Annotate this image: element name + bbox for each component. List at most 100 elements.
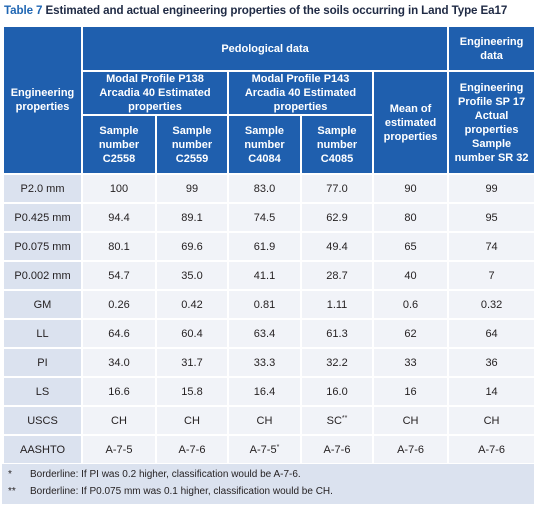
cell: A-7-5* [227,434,302,465]
footnote-text: Borderline: If PI was 0.2 higher, classi… [30,469,301,480]
cell: 16 [371,376,450,407]
header-sample-c4084: Sample number C4084 [227,114,302,175]
header-pedological-data: Pedological data [80,25,450,72]
cell: 41.1 [227,260,302,291]
row-label: P0.425 mm [2,202,83,233]
cell: 7 [447,260,536,291]
cell: 64 [447,318,536,349]
cell: A-7-6 [371,434,450,465]
cell: 95 [447,202,536,233]
cell: 62 [371,318,450,349]
cell: 34.0 [81,347,157,378]
header-profile-sp17: Engineering Profile SP 17 Actual propert… [447,70,536,175]
cell: 90 [371,173,450,204]
cell: 0.42 [155,289,229,320]
footnote-marker: * [276,443,280,451]
cell: 49.4 [300,231,374,262]
cell: 14 [447,376,536,407]
cell: 61.3 [300,318,374,349]
table-row: LS 16.6 15.8 16.4 16.0 16 14 [2,376,536,407]
table-row: P0.075 mm 80.1 69.6 61.9 49.4 65 74 [2,231,536,262]
footnote-mark: ** [8,486,16,497]
header-engineering-data: Engineering data [447,25,536,72]
cell: 65 [371,231,450,262]
row-label: GM [2,289,83,320]
row-label: USCS [2,405,83,436]
row-label: P0.002 mm [2,260,83,291]
footnote: ** Borderline: If P0.075 mm was 0.1 highe… [8,486,333,497]
table-row: GM 0.26 0.42 0.81 1.11 0.6 0.32 [2,289,536,320]
cell: 16.0 [300,376,374,407]
cell: 89.1 [155,202,229,233]
cell: 0.81 [227,289,302,320]
cell: 33.3 [227,347,302,378]
row-label: AASHTO [2,434,83,465]
row-label: PI [2,347,83,378]
cell: 31.7 [155,347,229,378]
cell: 36 [447,347,536,378]
table-row: AASHTO A-7-5 A-7-6 A-7-5* A-7-6 A-7-6 A-… [2,434,536,465]
cell: CH [371,405,450,436]
table-title: Estimated and actual engineering propert… [45,4,508,17]
row-label: LS [2,376,83,407]
cell: 0.26 [81,289,157,320]
cell: 15.8 [155,376,229,407]
cell: 0.32 [447,289,536,320]
cell: 16.4 [227,376,302,407]
cell: CH [227,405,302,436]
cell: 54.7 [81,260,157,291]
cell: 83.0 [227,173,302,204]
table-row: PI 34.0 31.7 33.3 32.2 33 36 [2,347,536,378]
cell: 28.7 [300,260,374,291]
cell: 99 [447,173,536,204]
cell: CH [155,405,229,436]
cell: 80.1 [81,231,157,262]
cell: 94.4 [81,202,157,233]
cell: 33 [371,347,450,378]
table-row: USCS CH CH CH SC** CH CH [2,405,536,436]
table-row: LL 64.6 60.4 63.4 61.3 62 64 [2,318,536,349]
table-row: P0.002 mm 54.7 35.0 41.1 28.7 40 7 [2,260,536,291]
footnote-text: Borderline: If P0.075 mm was 0.1 higher,… [30,486,333,497]
cell: 77.0 [300,173,374,204]
cell: CH [447,405,536,436]
cell: 74.5 [227,202,302,233]
cell: 0.6 [371,289,450,320]
cell: SC** [300,405,374,436]
table-row: P2.0 mm 100 99 83.0 77.0 90 99 [2,173,536,204]
cell: A-7-6 [155,434,229,465]
cell: 99 [155,173,229,204]
cell: 74 [447,231,536,262]
footnote-marker: ** [341,414,348,422]
cell-text: SC [326,414,342,427]
cell: A-7-6 [300,434,374,465]
row-label: P0.075 mm [2,231,83,262]
header-mean-estimated: Mean of estimated properties [371,70,450,175]
cell: A-7-5 [81,434,157,465]
cell: 80 [371,202,450,233]
header-sample-c2559: Sample number C2559 [155,114,229,175]
table-caption: Table 7 Estimated and actual engineering… [4,4,534,17]
row-label: P2.0 mm [2,173,83,204]
cell: 100 [81,173,157,204]
header-sample-c2558: Sample number C2558 [81,114,157,175]
cell: 62.9 [300,202,374,233]
cell: 69.6 [155,231,229,262]
cell-text: A-7-5 [249,443,277,456]
cell: CH [81,405,157,436]
cell: 60.4 [155,318,229,349]
footnote-mark: * [8,469,12,480]
engineering-properties-table: Engineering properties Pedological data … [2,25,536,465]
header-engineering-properties: Engineering properties [2,25,83,175]
cell: 61.9 [227,231,302,262]
header-sample-c4085: Sample number C4085 [300,114,374,175]
cell: 35.0 [155,260,229,291]
cell: 40 [371,260,450,291]
cell: 1.11 [300,289,374,320]
header-profile-p143: Modal Profile P143 Arcadia 40 Estimated … [227,70,374,116]
footnotes: * Borderline: If PI was 0.2 higher, class… [2,464,534,504]
table-number: Table 7 [4,4,43,17]
table-row: P0.425 mm 94.4 89.1 74.5 62.9 80 95 [2,202,536,233]
row-label: LL [2,318,83,349]
